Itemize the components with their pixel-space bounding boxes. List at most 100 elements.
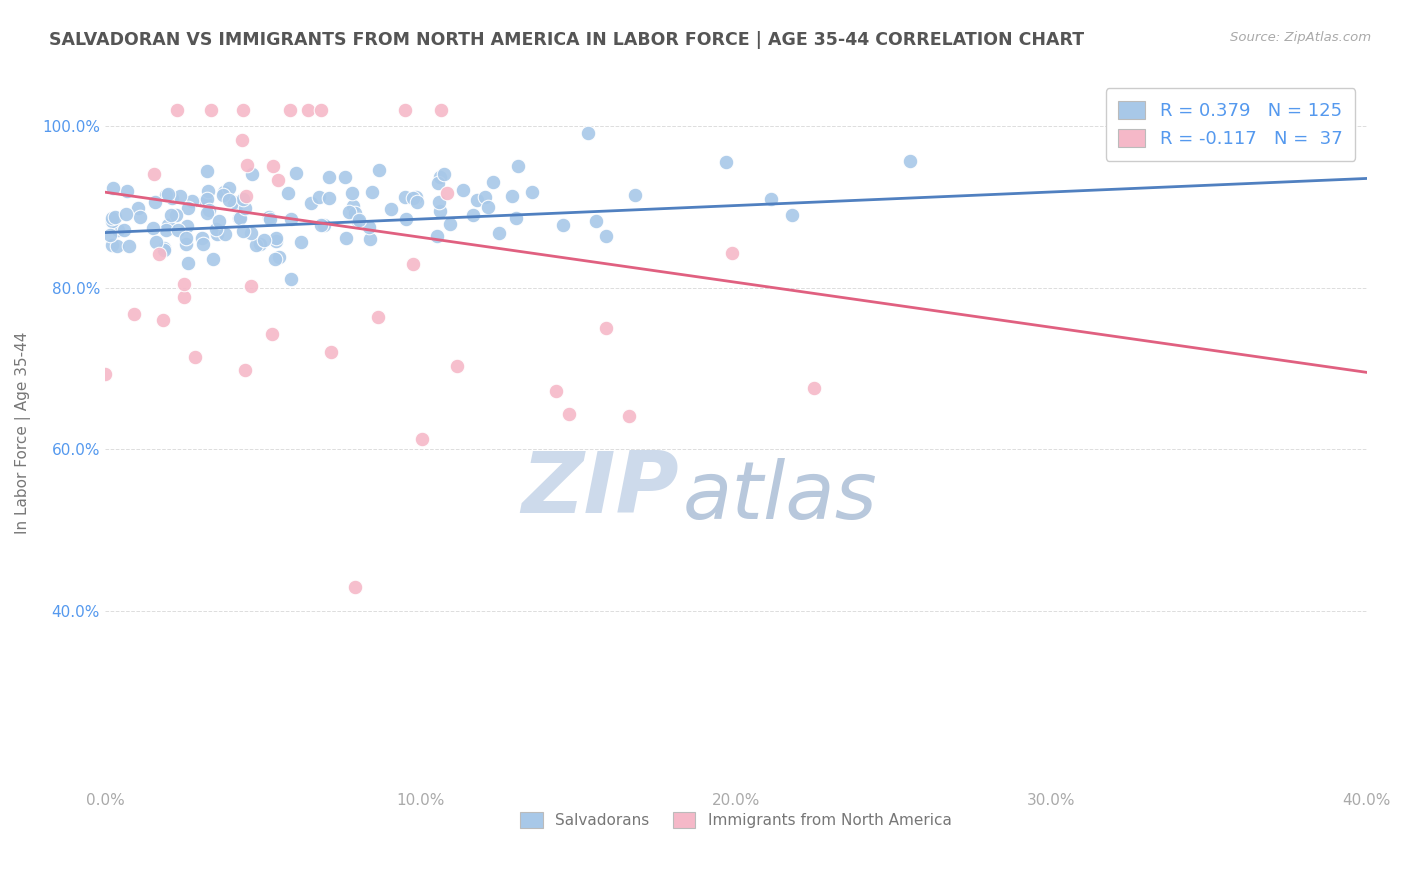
Point — [236, 158, 259, 172]
Point — [148, 246, 170, 260]
Point — [394, 212, 416, 227]
Point — [156, 186, 179, 201]
Point — [169, 189, 191, 203]
Point — [299, 196, 322, 211]
Point — [233, 201, 256, 215]
Point — [239, 226, 262, 240]
Point — [277, 186, 299, 200]
Point — [127, 201, 149, 215]
Point — [174, 231, 197, 245]
Point — [285, 166, 308, 180]
Point — [253, 233, 276, 247]
Point — [340, 186, 363, 201]
Point — [429, 203, 451, 218]
Point — [218, 193, 240, 207]
Point — [436, 186, 458, 200]
Point — [115, 184, 138, 198]
Point — [232, 192, 254, 206]
Point — [184, 350, 207, 364]
Point — [501, 189, 523, 203]
Point — [439, 218, 461, 232]
Point — [269, 250, 291, 264]
Point — [343, 206, 366, 220]
Point — [551, 219, 574, 233]
Point — [205, 227, 228, 241]
Point — [720, 246, 742, 260]
Point — [451, 183, 474, 197]
Point — [222, 194, 245, 209]
Point — [280, 212, 302, 227]
Point — [105, 239, 128, 253]
Point — [167, 223, 190, 237]
Point — [360, 185, 382, 199]
Point — [101, 181, 124, 195]
Point — [115, 207, 138, 221]
Point — [405, 190, 427, 204]
Point — [267, 173, 290, 187]
Point — [195, 192, 218, 206]
Point — [160, 208, 183, 222]
Point — [143, 167, 166, 181]
Point — [101, 238, 124, 252]
Point — [463, 208, 485, 222]
Point — [194, 194, 217, 208]
Point — [427, 194, 450, 209]
Point — [152, 244, 174, 258]
Point — [481, 175, 503, 189]
Point — [337, 205, 360, 219]
Point — [347, 214, 370, 228]
Point — [94, 368, 117, 382]
Point — [142, 221, 165, 235]
Point — [520, 186, 543, 200]
Point — [359, 232, 381, 246]
Point — [477, 201, 499, 215]
Point — [177, 201, 200, 215]
Point — [249, 237, 271, 252]
Point — [426, 176, 449, 190]
Point — [426, 229, 449, 244]
Point — [308, 190, 330, 204]
Point — [242, 167, 264, 181]
Point — [156, 218, 179, 232]
Point — [394, 190, 416, 204]
Point — [197, 184, 219, 198]
Point — [508, 159, 530, 173]
Point — [207, 213, 229, 227]
Point — [232, 103, 254, 117]
Point — [898, 154, 921, 169]
Point — [474, 190, 496, 204]
Point — [235, 363, 257, 377]
Point — [122, 308, 145, 322]
Point — [226, 197, 249, 211]
Point — [112, 223, 135, 237]
Point — [585, 214, 607, 228]
Point — [714, 155, 737, 169]
Point — [367, 162, 389, 177]
Point — [195, 206, 218, 220]
Point — [357, 220, 380, 235]
Point — [347, 213, 370, 227]
Point — [290, 235, 312, 250]
Point — [245, 238, 267, 252]
Point — [176, 219, 198, 233]
Point — [430, 103, 453, 117]
Point — [311, 103, 333, 117]
Point — [617, 409, 640, 423]
Point — [394, 103, 416, 117]
Point — [803, 381, 825, 395]
Point — [335, 231, 357, 245]
Text: atlas: atlas — [683, 458, 877, 536]
Point — [155, 188, 177, 202]
Point — [166, 103, 188, 117]
Point — [297, 103, 319, 117]
Legend: Salvadorans, Immigrants from North America: Salvadorans, Immigrants from North Ameri… — [515, 806, 957, 834]
Point — [104, 210, 127, 224]
Point — [259, 210, 281, 224]
Point — [173, 290, 195, 304]
Text: SALVADORAN VS IMMIGRANTS FROM NORTH AMERICA IN LABOR FORCE | AGE 35-44 CORRELATI: SALVADORAN VS IMMIGRANTS FROM NORTH AMER… — [49, 31, 1084, 49]
Point — [160, 190, 183, 204]
Point — [200, 103, 222, 117]
Point — [488, 227, 510, 241]
Point — [181, 194, 204, 208]
Point — [165, 208, 187, 222]
